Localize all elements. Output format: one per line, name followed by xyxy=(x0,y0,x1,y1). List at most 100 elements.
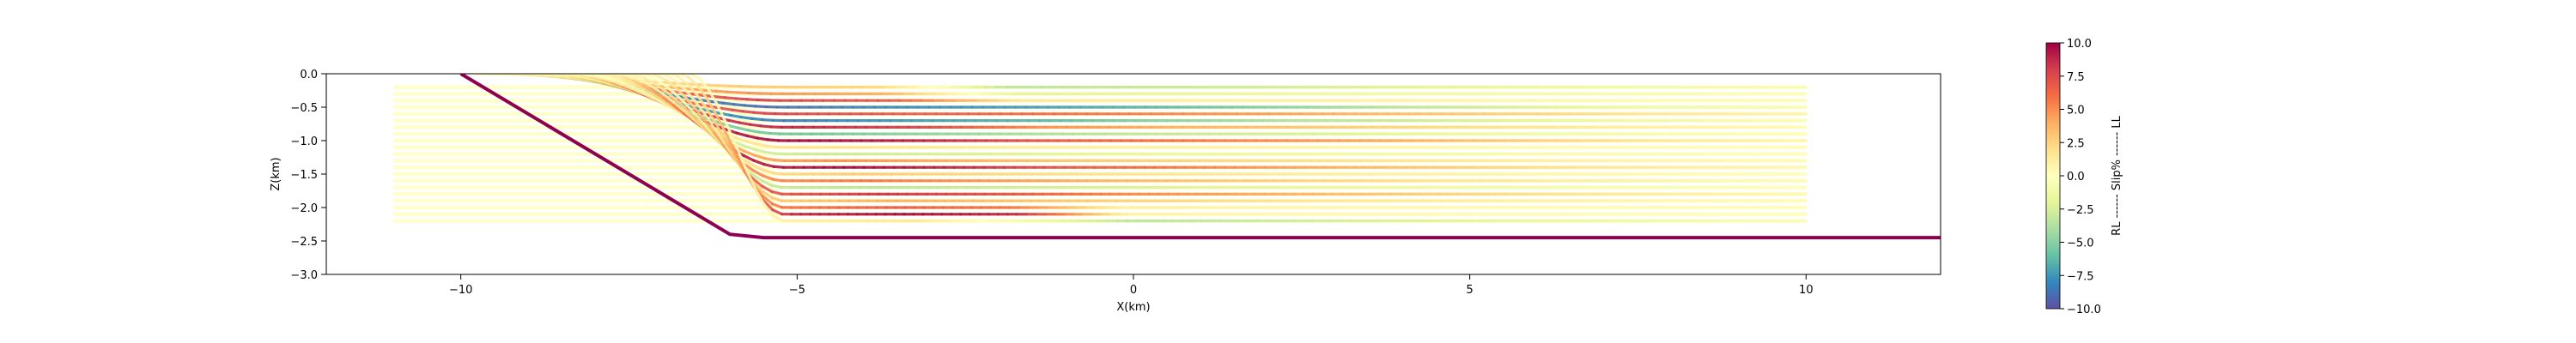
slip-layer-segment xyxy=(714,89,729,93)
slip-layer-segment xyxy=(733,150,746,172)
slip-layer-segment xyxy=(621,83,635,91)
slip-layer-segment xyxy=(674,86,687,99)
slip-layer-segment xyxy=(707,87,720,106)
slip-layer-segment xyxy=(751,168,764,178)
slip-layer-segment xyxy=(771,172,785,176)
colorbar: 10.0 7.5 5.0 2.5 0.0 −2.5 −5.0 −7.5 −10.0 xyxy=(2045,38,2101,316)
slip-layer-segment xyxy=(676,75,689,85)
slip-layer-segment xyxy=(682,109,696,121)
slip-layer-segment xyxy=(733,141,747,148)
colorbar-tick-label: 10.0 xyxy=(2067,38,2092,51)
slip-layer-segment xyxy=(611,75,625,81)
slip-layer-segment xyxy=(761,190,774,200)
slip-layer-segment xyxy=(745,98,760,102)
slip-layer-segment xyxy=(761,179,774,187)
slip-layer-segment xyxy=(770,190,784,196)
slip-layer-segment xyxy=(752,111,766,115)
slip-layer-segment xyxy=(742,153,756,162)
slip-layer-segment xyxy=(662,96,676,107)
slip-layer-segment xyxy=(713,95,727,99)
slip-layer-segment xyxy=(751,164,765,172)
slip-layer-segment xyxy=(762,162,775,168)
slip-layer-segment xyxy=(714,113,727,135)
slip-layer-segment xyxy=(694,99,707,117)
slip-layer-segment xyxy=(631,85,645,93)
y-axis-label: Z(km) xyxy=(270,157,283,190)
slip-layer-segment xyxy=(684,88,697,104)
slip-layer-segment xyxy=(702,118,716,135)
slip-layer-segment xyxy=(693,106,706,122)
slip-layer-segment xyxy=(641,90,655,99)
slip-layer-segment xyxy=(734,144,747,170)
slip-layer-segment xyxy=(633,74,647,80)
slip-layer-segment xyxy=(722,141,736,159)
slip-layer-segment xyxy=(696,84,708,100)
slip-layer-segment xyxy=(734,136,748,143)
slip-layer-segment xyxy=(756,136,769,141)
slip-layer-segment xyxy=(772,165,786,169)
y-tick-label: −2.5 xyxy=(290,236,318,249)
x-tick-label: 5 xyxy=(1467,284,1473,297)
x-tick-label: −10 xyxy=(449,284,472,297)
slip-layer-segment xyxy=(754,147,768,154)
slip-layer-segment xyxy=(726,123,740,129)
slip-layer-segment xyxy=(590,74,604,80)
slip-layer-segment xyxy=(671,104,685,115)
slip-layer-segment xyxy=(695,93,708,109)
slip-layer-segment xyxy=(692,115,706,129)
slip-layer-segment xyxy=(761,195,775,206)
slip-layer-segment xyxy=(621,81,635,88)
slip-layer-segment xyxy=(727,118,741,124)
slip-layer-segment xyxy=(766,138,781,142)
slip-layer-segment xyxy=(726,90,740,94)
slip-layer-segment xyxy=(761,174,775,181)
slip-layer-segment xyxy=(663,88,676,100)
slip-layer-segment xyxy=(702,123,715,137)
slip-layer-segment xyxy=(735,131,749,138)
slip-layer-segment xyxy=(683,95,696,110)
slip-layer-segment xyxy=(743,149,756,157)
slip-layer-segment xyxy=(600,78,614,85)
slip-layer-segment xyxy=(665,74,678,83)
colorbar-tick-label: −10.0 xyxy=(2067,304,2101,316)
slip-layer-segment xyxy=(762,111,777,116)
slip-layer-segment xyxy=(755,142,769,147)
slip-layer-segment xyxy=(672,100,685,112)
plot-area xyxy=(393,74,1941,240)
slip-layer-segment xyxy=(643,76,656,85)
slip-layer-segment xyxy=(762,156,776,162)
slip-layer-segment xyxy=(770,202,784,209)
colorbar-gradient xyxy=(2045,42,2061,310)
slip-layer-segment xyxy=(621,78,635,86)
y-tick-label: −0.5 xyxy=(290,102,318,115)
colorbar-tick-label: −2.5 xyxy=(2067,204,2094,217)
colorbar-tick-label: 5.0 xyxy=(2067,105,2085,117)
slip-layer-segment xyxy=(717,84,732,87)
y-tick-label: −2.0 xyxy=(290,202,318,215)
x-tick-label: 0 xyxy=(1130,284,1137,297)
slip-layer-segment xyxy=(768,131,781,135)
slip-layer-segment xyxy=(762,168,775,175)
axes: −10 −5 0 5 10 0.0 −0.5 −1.0 −1.5 −2.0 −2.5 −3.0 xyxy=(290,69,1941,297)
slip-layer-segment xyxy=(686,75,699,87)
slip-layer-segment xyxy=(675,80,688,93)
slip-layer-segment xyxy=(751,180,764,193)
slip-layer-segment xyxy=(751,173,764,183)
y-tick-label: −3.0 xyxy=(290,269,318,282)
slip-layer-segment xyxy=(631,87,645,95)
slip-layer-segment xyxy=(771,208,784,216)
slip-layer-segment xyxy=(641,87,655,96)
slip-layer-segment xyxy=(631,82,645,91)
slip-layer-segment xyxy=(632,79,646,87)
colorbar-tick-label: 7.5 xyxy=(2067,71,2085,84)
slip-layer-segment xyxy=(652,90,665,99)
slip-layer-segment xyxy=(724,131,737,153)
slip-layer-segment xyxy=(611,79,624,87)
slip-layer-segment xyxy=(692,111,706,126)
colorbar-tick-label: −7.5 xyxy=(2067,270,2094,283)
slip-layer-segment xyxy=(654,74,667,82)
slip-layer-segment xyxy=(611,77,624,84)
slip-layer-segment xyxy=(704,105,717,124)
slip-layer-segment xyxy=(744,145,757,152)
